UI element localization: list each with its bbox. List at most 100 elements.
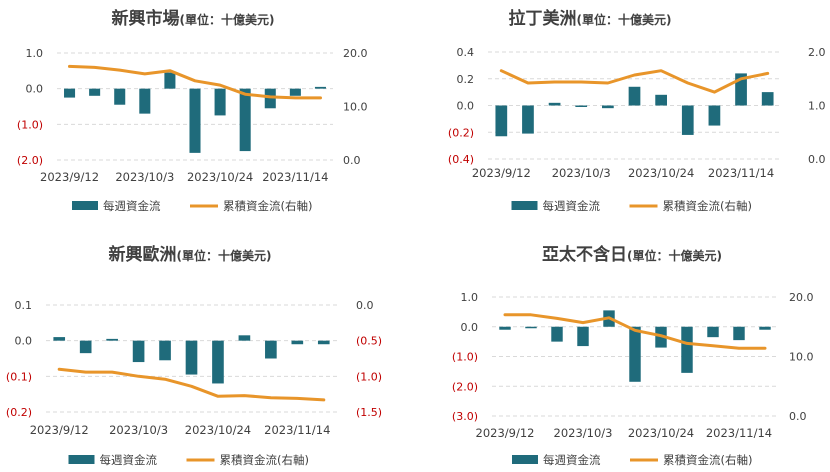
weekly-flow-bar [212, 340, 224, 384]
weekly-flow-bar [575, 105, 588, 107]
left-axis-tick-label: (0.2) [6, 406, 32, 419]
weekly-flow-bar [64, 88, 76, 98]
x-axis-tick-label: 2023/9/12 [476, 426, 535, 440]
right-axis-tick-label: 0.0 [808, 153, 826, 166]
weekly-flow-bar [106, 338, 118, 341]
left-axis-tick-label: 0.2 [457, 73, 475, 86]
left-axis-tick-label: 0.1 [15, 299, 33, 312]
right-axis-tick-label: 10.0 [789, 351, 814, 364]
weekly-flow-bar [239, 88, 251, 152]
left-axis-tick-label: 0.0 [26, 83, 44, 96]
left-axis-tick-label: (0.4) [448, 153, 474, 166]
chart-title-unit: (單位：十億美元) [177, 248, 272, 263]
weekly-flow-bar [577, 326, 589, 347]
legend-bar-label: 每週資金流 [543, 453, 601, 467]
left-axis-tick-label: 0.4 [457, 46, 475, 59]
weekly-flow-bar [628, 86, 641, 106]
right-axis-tick-label: 0.0 [789, 410, 807, 423]
chart-latin-america: 拉丁美洲(單位：十億美元) 0.4 0.2 0.0 (0.2) (0.4) 2.0 1.0 0.… [448, 8, 826, 213]
legend-bar-label: 每週資金流 [543, 199, 601, 213]
chart-emerging-markets: 新興市場(單位：十億美元) 1.0 0.0 (1.0) (2.0) 20.0 10.0 0.0… [17, 8, 368, 213]
weekly-flow-bar [291, 340, 304, 345]
chart-asia-pacific-ex-japan: 亞太不含日(單位：十億美元) 1.0 0.0 (1.0) (2.0) (3.0) 20.0 1… [452, 244, 814, 467]
legend-bar-label: 每週資金流 [100, 453, 158, 467]
weekly-flow-bar [265, 340, 277, 359]
left-axis-tick-label: (1.0) [452, 351, 478, 364]
legend-bar-swatch [511, 201, 538, 210]
chart-title: 亞太不含日(單位：十億美元) [542, 244, 722, 265]
weekly-flow-bar [735, 73, 747, 106]
cumulative-flow-line [503, 313, 767, 350]
legend-line-label: 累積資金流(右軸) [220, 453, 309, 467]
x-axis-tick-label: 2023/10/24 [187, 170, 253, 184]
x-axis-tick-label: 2023/9/12 [30, 423, 89, 437]
weekly-flow-bar [602, 105, 614, 109]
left-axis-tick-label: 1.0 [461, 291, 479, 304]
x-axis-tick-label: 2023/11/14 [264, 423, 330, 437]
weekly-flow-bar [708, 105, 721, 126]
right-axis-tick-label: (0.5) [356, 335, 382, 348]
weekly-flow-bar [89, 88, 101, 96]
chart-title: 拉丁美洲(單位：十億美元) [509, 8, 672, 29]
weekly-flow-bar [761, 92, 774, 106]
legend-line-label: 累積資金流(右軸) [663, 199, 752, 213]
x-axis-tick-label: 2023/10/24 [185, 423, 251, 437]
weekly-flow-bar [499, 326, 511, 330]
chart-panel-emerging-europe: 新興歐洲(單位：十億美元) 0.1 0.0 (0.1) (0.2) 0.0 (0.5) (1.… [0, 236, 415, 472]
chart-panel-latin-america: 拉丁美洲(單位：十億美元) 0.4 0.2 0.0 (0.2) (0.4) 2.0 1.0 0.… [415, 0, 830, 236]
weekly-flow-bar [525, 326, 537, 329]
chart-title-unit: (單位：十億美元) [627, 248, 722, 263]
weekly-flow-bar [733, 326, 745, 341]
weekly-flow-bar [629, 326, 641, 382]
right-axis-tick-label: 0.0 [343, 154, 361, 167]
x-axis-tick-label: 2023/11/14 [708, 166, 774, 180]
right-axis-tick-label: 1.0 [808, 100, 826, 113]
chart-title-main: 新興歐洲 [109, 244, 177, 265]
weekly-flow-bar [238, 335, 251, 341]
weekly-flow-bar [164, 72, 176, 89]
chart-title-unit: (單位：十億美元) [577, 12, 672, 27]
left-axis-tick-label: (2.0) [17, 154, 43, 167]
chart-panel-emerging-markets: 新興市場(單位：十億美元) 1.0 0.0 (1.0) (2.0) 20.0 10.0 0.0… [0, 0, 415, 236]
x-axis-tick-label: 2023/10/3 [109, 423, 168, 437]
weekly-flow-bar [139, 88, 151, 114]
x-axis-tick-label: 2023/10/3 [552, 166, 611, 180]
cumulative-flow-line [68, 64, 322, 100]
right-axis-tick-label: (1.5) [356, 406, 382, 419]
weekly-flow-bar [548, 102, 561, 106]
chart-panel-asia-pacific-ex-japan: 亞太不含日(單位：十億美元) 1.0 0.0 (1.0) (2.0) (3.0) 20.0 1… [415, 236, 830, 472]
legend: 每週資金流 累積資金流(右軸) [511, 199, 752, 213]
weekly-flow-bar [495, 105, 508, 137]
x-axis-tick-label: 2023/10/24 [628, 426, 694, 440]
weekly-flow-bar [79, 340, 92, 354]
weekly-flow-bar [759, 326, 771, 330]
left-axis-tick-label: 1.0 [26, 47, 44, 60]
chart-title-main: 新興市場 [112, 8, 180, 29]
weekly-flow-bar [655, 94, 667, 106]
left-axis-tick-label: (3.0) [452, 410, 478, 423]
weekly-flow-bar [132, 340, 145, 363]
weekly-flow-bar [317, 340, 330, 345]
weekly-flow-bar [53, 337, 66, 341]
legend: 每週資金流 累積資金流(右軸) [72, 199, 312, 213]
left-axis-tick-label: 0.0 [461, 321, 479, 334]
right-axis-tick-label: 0.0 [356, 299, 374, 312]
x-axis-tick-label: 2023/11/14 [262, 170, 328, 184]
left-axis-tick-label: (0.2) [448, 126, 474, 139]
chart-title-main: 亞太不含日 [542, 244, 627, 265]
x-axis-tick-label: 2023/11/14 [706, 426, 772, 440]
left-axis-tick-label: 0.0 [15, 335, 33, 348]
legend: 每週資金流 累積資金流(右軸) [68, 453, 309, 467]
legend-line-label: 累積資金流(右軸) [663, 453, 752, 467]
weekly-flow-bar [214, 88, 226, 116]
weekly-flow-bar [289, 88, 301, 96]
chart-title-main: 拉丁美洲 [509, 8, 577, 29]
chart-title: 新興歐洲(單位：十億美元) [109, 244, 272, 265]
x-axis-tick-label: 2023/10/24 [628, 166, 694, 180]
weekly-flow-bar [707, 326, 719, 338]
right-axis-tick-label: 20.0 [789, 291, 814, 304]
weekly-flow-bar [189, 88, 201, 153]
weekly-flow-bar [522, 105, 534, 134]
x-axis-tick-label: 2023/9/12 [472, 166, 531, 180]
